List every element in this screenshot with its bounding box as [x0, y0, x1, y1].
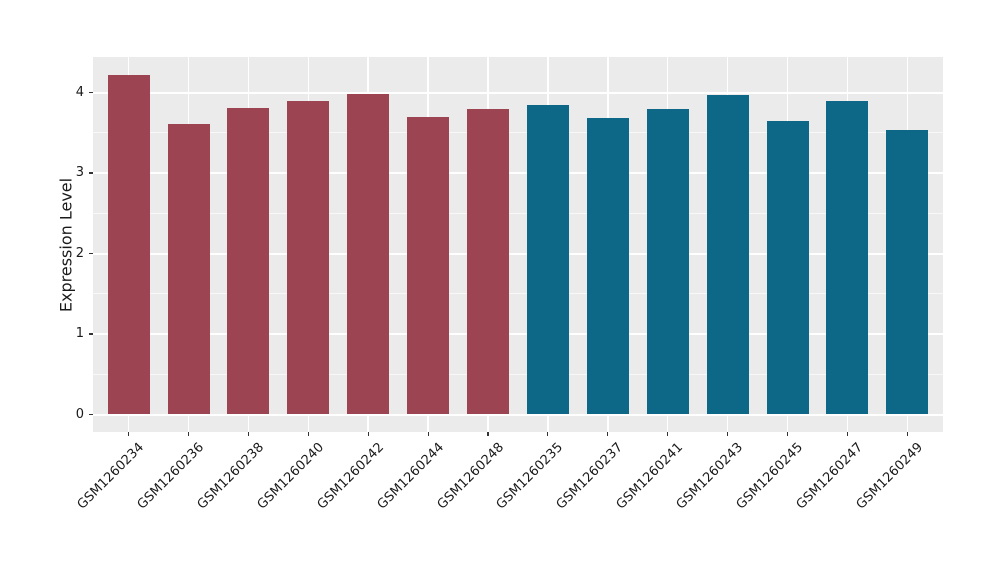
bar-GSM1260245 [766, 121, 809, 415]
y-tick-label: 3 [75, 165, 84, 180]
x-axis-tick [487, 432, 489, 436]
y-axis-tick [89, 413, 93, 416]
bar-GSM1260241 [646, 109, 689, 415]
x-axis-tick [667, 432, 669, 436]
bar-GSM1260242 [347, 94, 390, 415]
major-gridline [93, 413, 943, 416]
bar-GSM1260238 [227, 107, 270, 415]
y-axis-tick [89, 91, 93, 94]
x-axis-tick [128, 432, 130, 436]
y-tick-label: 4 [75, 84, 84, 100]
major-gridline [93, 172, 943, 174]
x-axis-tick [786, 432, 789, 436]
major-gridline [93, 252, 943, 255]
y-axis-tick [89, 172, 93, 174]
bar-GSM1260236 [167, 123, 210, 415]
plot-panel [93, 57, 943, 432]
bar-GSM1260249 [886, 130, 929, 415]
x-axis-tick [727, 432, 729, 436]
x-axis-tick [607, 432, 609, 436]
major-gridline [93, 91, 943, 94]
bar-GSM1260237 [586, 118, 629, 415]
bar-GSM1260248 [467, 108, 509, 415]
y-axis-tick [89, 333, 93, 335]
x-axis-tick [367, 432, 369, 436]
bar-GSM1260235 [526, 104, 569, 415]
x-axis-tick [247, 432, 249, 436]
x-axis-tick [906, 432, 908, 436]
y-tick-label: 0 [75, 406, 84, 422]
bar-GSM1260234 [107, 74, 150, 415]
x-axis-tick [846, 432, 848, 436]
x-axis-tick [307, 432, 309, 436]
y-axis-tick [89, 252, 93, 255]
y-tick-label: 1 [75, 326, 84, 341]
bar-GSM1260247 [826, 100, 869, 415]
y-tick-label: 2 [75, 245, 84, 261]
bar-GSM1260243 [706, 94, 749, 415]
minor-gridline [93, 373, 943, 375]
major-gridline [93, 333, 943, 335]
bar-GSM1260244 [407, 117, 450, 415]
bar-GSM1260240 [287, 100, 330, 415]
minor-gridline [93, 293, 943, 295]
x-axis-tick [187, 432, 190, 436]
minor-gridline [93, 212, 943, 214]
x-axis-tick [547, 432, 549, 436]
minor-gridline [93, 132, 943, 134]
x-axis-tick [427, 432, 429, 436]
